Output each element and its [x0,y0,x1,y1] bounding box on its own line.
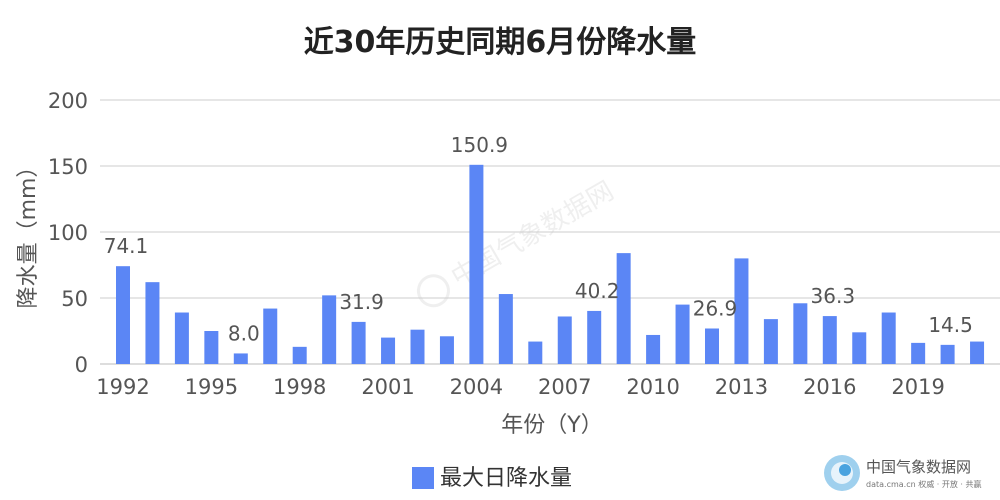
x-tick-label: 2010 [626,375,679,399]
y-tick-label: 0 [75,353,88,377]
bar-2009 [616,253,631,364]
bar-2001 [381,337,396,364]
bar-2020 [940,344,955,364]
bar-2002 [410,329,425,364]
data-label-2020: 14.5 [928,313,973,337]
y-tick-label: 200 [48,89,88,113]
x-tick-label: 1992 [96,375,149,399]
bar-1993 [145,282,160,364]
bar-2011 [675,304,690,364]
y-axis-label: 降水量（mm） [16,156,41,309]
y-axis-ticks: 0 50 100 150 200 [48,89,88,377]
bar-2016 [822,316,837,364]
chart-title: 近30年历史同期6月份降水量 [304,25,697,60]
data-label-2008: 40.2 [575,279,620,303]
bar-2004 [469,164,484,364]
bar-1995 [204,331,219,364]
x-axis-ticks: 1992 1995 1998 2001 2004 2007 2010 2013 2016 2019 [96,375,945,399]
bar-2000 [351,321,366,364]
bar-2006 [528,341,543,364]
data-label-2016: 36.3 [811,284,856,308]
bar-2021 [970,341,985,364]
x-tick-label: 2007 [538,375,591,399]
data-label-2000: 31.9 [339,290,384,314]
bar-1996 [233,353,248,364]
legend: 最大日降水量 [412,466,572,491]
x-tick-label: 1995 [185,375,238,399]
bar-2003 [439,336,454,364]
watermark-logo-icon [416,274,450,308]
y-tick-label: 50 [61,287,88,311]
x-tick-label: 2001 [361,375,414,399]
bar-2018 [881,312,896,364]
data-label-1992: 74.1 [104,234,149,258]
x-tick-label: 2019 [891,375,944,399]
x-tick-label: 1998 [273,375,326,399]
bar-2005 [498,294,513,364]
grid-lines [100,99,1000,365]
bar-1999 [322,295,337,364]
bar-2010 [646,334,661,364]
y-tick-label: 150 [48,155,88,179]
corner-watermark-subtitle: data.cma.cn 权威 · 开放 · 共赢 [866,479,981,489]
x-axis-label: 年份（Y） [501,413,602,438]
legend-swatch [412,467,434,489]
bar-1997 [263,308,278,364]
legend-label: 最大日降水量 [440,466,572,491]
bar-2007 [557,316,572,364]
bar-2012 [705,328,719,364]
bar-1994 [174,312,189,364]
bar-2013 [734,258,749,364]
bar-1998 [292,346,307,364]
bar-2015 [793,303,808,364]
bar-1992 [116,266,130,364]
bar-2014 [763,319,778,364]
bar-2008 [587,310,602,364]
data-label-1996: 8.0 [228,321,260,345]
corner-watermark: 中国气象数据网 data.cma.cn 权威 · 开放 · 共赢 [824,455,981,491]
corner-watermark-title: 中国气象数据网 [866,458,971,476]
x-tick-label: 2013 [715,375,768,399]
x-tick-label: 2016 [803,375,856,399]
y-tick-label: 100 [48,221,88,245]
data-labels: 74.1 8.0 31.9 150.9 40.2 26.9 36.3 14.5 [104,133,973,346]
bar-2017 [852,332,867,364]
x-tick-label: 2004 [450,375,503,399]
data-label-2004: 150.9 [451,133,508,157]
data-label-2012: 26.9 [693,296,738,320]
bar-2019 [911,342,926,364]
bar-series [116,164,985,364]
